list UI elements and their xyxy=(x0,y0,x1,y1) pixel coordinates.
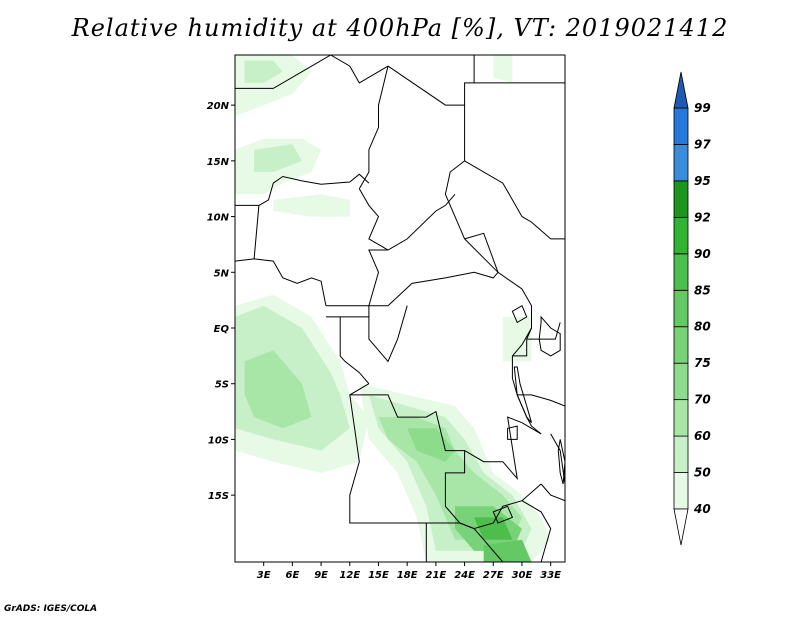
colorbar-box xyxy=(673,472,689,510)
country-border xyxy=(464,416,542,481)
colorbar: 40 50 60 70 75 80 85 90 92 95 97 99 xyxy=(673,71,711,546)
country-border xyxy=(550,433,565,485)
colorbar-label: 92 xyxy=(694,210,711,224)
colorbar-label: 60 xyxy=(694,429,711,443)
colorbar-label: 70 xyxy=(694,393,711,407)
country-border xyxy=(235,258,327,306)
lon-tick-label: 18E xyxy=(397,570,418,581)
colorbar-box xyxy=(673,435,689,473)
country-border xyxy=(325,305,370,317)
lat-tick-label: 10S xyxy=(208,435,229,446)
colorbar-label: 75 xyxy=(694,356,711,370)
country-border xyxy=(235,55,331,89)
lon-tick-label: 3E xyxy=(257,570,271,581)
lake-outline xyxy=(557,439,565,485)
humidity-area-east-africa xyxy=(502,316,532,362)
colorbar-label: 95 xyxy=(694,174,711,188)
colorbar-box xyxy=(673,253,689,291)
country-border xyxy=(473,528,504,562)
humidity-area-central-core xyxy=(407,428,455,462)
lon-tick-label: 30E xyxy=(512,570,533,581)
colorbar-label: 40 xyxy=(693,502,711,516)
country-border xyxy=(459,483,542,530)
grads-credit: GrADS: IGES/COLA xyxy=(4,604,98,614)
country-border xyxy=(464,55,475,106)
humidity-area-sahel-band xyxy=(273,194,350,217)
lon-tick-label: 12E xyxy=(339,570,360,581)
lat-tick-label: 15S xyxy=(208,491,229,502)
colorbar-box xyxy=(673,326,689,364)
lat-tick-label: 5N xyxy=(214,268,230,279)
humidity-area-west-africa-inner xyxy=(254,144,302,172)
colorbar-box xyxy=(673,216,689,255)
lon-tick-label: 9E xyxy=(314,570,328,581)
colorbar-label: 50 xyxy=(694,466,711,480)
country-border xyxy=(349,394,466,524)
humidity-area-atlantic-core xyxy=(244,350,312,429)
lat-tick-label: EQ xyxy=(214,324,230,335)
lake-outline xyxy=(511,304,528,324)
country-borders xyxy=(235,55,565,562)
country-border xyxy=(358,188,456,251)
colorbar-top-arrow xyxy=(673,71,689,109)
colorbar-label: 80 xyxy=(694,320,711,334)
country-border xyxy=(464,238,532,357)
colorbar-box xyxy=(673,107,689,145)
country-border xyxy=(512,327,532,357)
country-border xyxy=(349,383,475,530)
country-border xyxy=(253,173,370,259)
colorbar-bottom-arrow xyxy=(673,508,689,546)
colorbar-box xyxy=(673,180,689,218)
country-border xyxy=(340,305,408,363)
lon-tick-label: 6E xyxy=(285,570,299,581)
humidity-area-zimbabwe-max xyxy=(483,539,532,562)
country-border xyxy=(325,316,370,385)
lake-outline xyxy=(513,366,532,424)
longitude-axis: 3E 6E 9E 12E 15E 18E 21E 24E 27E 30E 33E xyxy=(257,562,561,581)
colorbar-label: 99 xyxy=(694,101,711,115)
lon-tick-label: 15E xyxy=(368,570,389,581)
humidity-area-northwest-inner xyxy=(244,60,283,83)
lon-tick-label: 24E xyxy=(454,570,475,581)
latitude-axis: 20N 15N 10N 5N EQ 5S 10S 15S xyxy=(207,101,235,502)
lon-tick-label: 21E xyxy=(425,570,446,581)
colorbar-box xyxy=(673,144,689,182)
colorbar-label: 90 xyxy=(694,247,711,261)
map-frame xyxy=(234,54,566,563)
lat-tick-label: 10N xyxy=(207,213,230,224)
country-border xyxy=(526,322,561,340)
lon-tick-label: 33E xyxy=(540,570,561,581)
country-border xyxy=(387,65,466,240)
colorbar-label: 85 xyxy=(694,283,711,297)
country-border xyxy=(464,160,565,240)
humidity-area-zambia-max xyxy=(474,517,513,540)
country-border xyxy=(517,394,565,407)
lake-outline xyxy=(492,505,514,524)
country-border xyxy=(368,232,499,307)
country-border xyxy=(540,483,565,502)
humidity-area-northeast-corner xyxy=(493,55,513,83)
lat-tick-label: 5S xyxy=(215,380,229,391)
colorbar-box xyxy=(673,399,689,437)
lon-tick-label: 27E xyxy=(483,570,504,581)
country-border xyxy=(521,500,552,562)
country-border xyxy=(330,55,389,84)
lake-outline xyxy=(507,425,518,440)
colorbar-box xyxy=(673,362,689,401)
lakes-layer xyxy=(492,304,565,524)
country-border xyxy=(358,65,389,189)
lake-outline xyxy=(538,315,561,357)
lat-tick-label: 20N xyxy=(207,101,230,112)
lat-tick-label: 15N xyxy=(207,157,230,168)
map-title: Relative humidity at 400hPa [%], VT: 201… xyxy=(71,14,729,42)
colorbar-label: 97 xyxy=(694,137,711,151)
colorbar-box xyxy=(673,289,689,328)
